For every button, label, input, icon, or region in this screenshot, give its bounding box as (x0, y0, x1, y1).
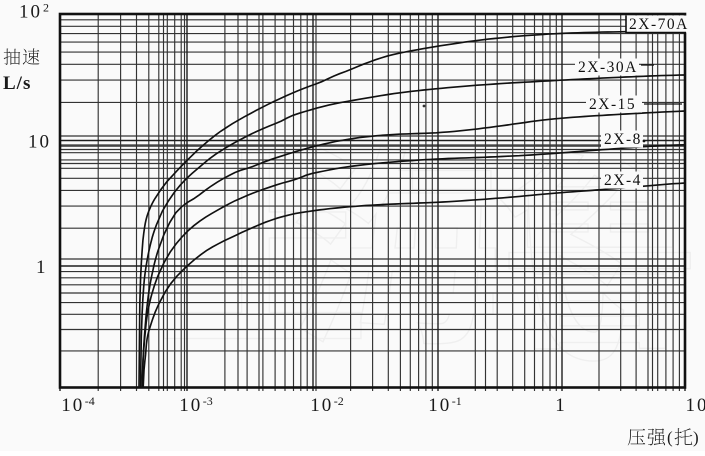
svg-text:2X-4: 2X-4 (604, 172, 642, 189)
svg-text:1: 1 (555, 395, 567, 416)
svg-text:1: 1 (36, 257, 46, 278)
svg-text:): ) (693, 428, 699, 447)
svg-text:10: 10 (28, 132, 51, 153)
svg-text:2X-70A: 2X-70A (629, 16, 689, 33)
svg-text:2X-15: 2X-15 (589, 96, 636, 113)
svg-text:L/s: L/s (3, 73, 31, 94)
svg-text:2X-30A: 2X-30A (578, 59, 638, 76)
svg-text:(: ( (667, 428, 673, 447)
svg-text:10: 10 (686, 395, 705, 416)
svg-text:2X-8: 2X-8 (604, 131, 642, 148)
